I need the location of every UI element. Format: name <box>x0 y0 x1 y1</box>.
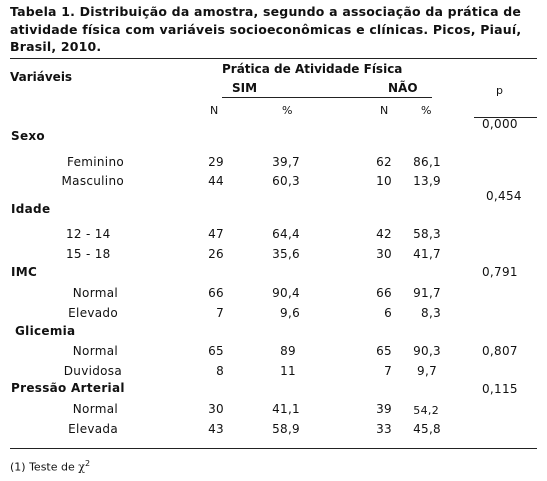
cell-nao-pct: 9,7 <box>417 364 437 378</box>
top-rule <box>10 58 537 59</box>
cell-nao-n: 6 <box>384 306 392 320</box>
header-n-sim: N <box>210 104 219 117</box>
cell-sim-pct: 64,4 <box>272 227 300 241</box>
row-label: Normal <box>72 402 118 416</box>
cell-sim-n: 26 <box>208 247 224 261</box>
cell-sim-pct: 60,3 <box>272 174 300 188</box>
cell-nao-n: 10 <box>376 174 392 188</box>
row-label: Duvidosa <box>63 364 122 378</box>
cell-nao-n: 7 <box>384 364 392 378</box>
group-pressao-arterial: Pressão Arterial <box>11 381 125 395</box>
cell-nao-n: 42 <box>376 227 392 241</box>
header-n-nao: N <box>380 104 389 117</box>
title-line: Brasil, 2010. <box>10 39 102 54</box>
cell-sim-n: 7 <box>216 306 224 320</box>
cell-nao-pct: 13,9 <box>413 174 441 188</box>
cell-sim-n: 29 <box>208 155 224 169</box>
bottom-rule <box>10 448 537 449</box>
p-value-idade: 0,454 <box>486 189 522 203</box>
cell-sim-pct: 39,7 <box>272 155 300 169</box>
header-group: Prática de Atividade Física <box>222 62 403 76</box>
group-sexo: Sexo <box>11 129 45 143</box>
header-pct-nao: % <box>421 104 432 117</box>
group-idade: Idade <box>11 202 51 216</box>
cell-sim-pct: 89 <box>280 344 296 358</box>
chi-superscript: 2 <box>84 459 91 468</box>
cell-nao-pct: 54,2 <box>413 404 439 417</box>
p-value-sexo: 0,000 <box>482 117 518 131</box>
sub-rule <box>222 97 432 98</box>
cell-sim-pct: 9,6 <box>280 306 300 320</box>
header-nao: NÃO <box>388 81 418 95</box>
cell-nao-pct: 91,7 <box>413 286 441 300</box>
cell-nao-n: 33 <box>376 422 392 436</box>
title-line: atividade física com variáveis socioecon… <box>10 21 522 37</box>
p-value-imc: 0,791 <box>482 265 518 279</box>
table-title: Tabela 1. Distribuição da amostra, segun… <box>10 3 540 56</box>
cell-sim-n: 66 <box>208 286 224 300</box>
row-label: Feminino <box>67 155 124 169</box>
cell-nao-n: 66 <box>376 286 392 300</box>
chi-symbol: χ <box>78 460 85 474</box>
group-glicemia: Glicemia <box>15 324 76 338</box>
row-label: Normal <box>72 286 118 300</box>
header-p: p <box>496 84 503 97</box>
cell-nao-n: 39 <box>376 402 392 416</box>
cell-sim-pct: 35,6 <box>272 247 300 261</box>
header-pct-sim: % <box>282 104 293 117</box>
cell-sim-pct: 11 <box>280 364 296 378</box>
row-label: 12 - 14 <box>66 227 111 241</box>
cell-nao-n: 65 <box>376 344 392 358</box>
group-imc: IMC <box>11 265 38 279</box>
p-value-glicemia: 0,807 <box>482 344 518 358</box>
footnote-text: (1) Teste de <box>10 460 79 474</box>
row-label: 15 - 18 <box>66 247 111 261</box>
header-sim: SIM <box>232 81 258 95</box>
cell-sim-n: 65 <box>208 344 224 358</box>
cell-sim-n: 43 <box>208 422 224 436</box>
p-value-pressao: 0,115 <box>482 382 518 396</box>
cell-nao-n: 30 <box>376 247 392 261</box>
cell-sim-pct: 58,9 <box>272 422 300 436</box>
cell-sim-n: 47 <box>208 227 224 241</box>
cell-sim-n: 8 <box>216 364 224 378</box>
cell-nao-pct: 58,3 <box>413 227 441 241</box>
cell-nao-pct: 45,8 <box>413 422 441 436</box>
row-label: Elevada <box>68 422 118 436</box>
cell-nao-n: 62 <box>376 155 392 169</box>
row-label: Elevado <box>68 306 118 320</box>
cell-nao-pct: 90,3 <box>413 344 441 358</box>
cell-sim-pct: 41,1 <box>272 402 300 416</box>
cell-sim-pct: 90,4 <box>272 286 300 300</box>
header-variables: Variáveis <box>10 70 73 84</box>
title-line: Tabela 1. Distribuição da amostra, segun… <box>10 4 522 19</box>
cell-nao-pct: 86,1 <box>413 155 441 169</box>
cell-nao-pct: 41,7 <box>413 247 441 261</box>
cell-nao-pct: 8,3 <box>421 306 441 320</box>
cell-sim-n: 44 <box>208 174 224 188</box>
cell-sim-n: 30 <box>208 402 224 416</box>
footnote: (1) Teste de χ2 <box>10 459 90 474</box>
p-rule <box>474 117 537 118</box>
row-label: Normal <box>72 344 118 358</box>
row-label: Masculino <box>61 174 124 188</box>
